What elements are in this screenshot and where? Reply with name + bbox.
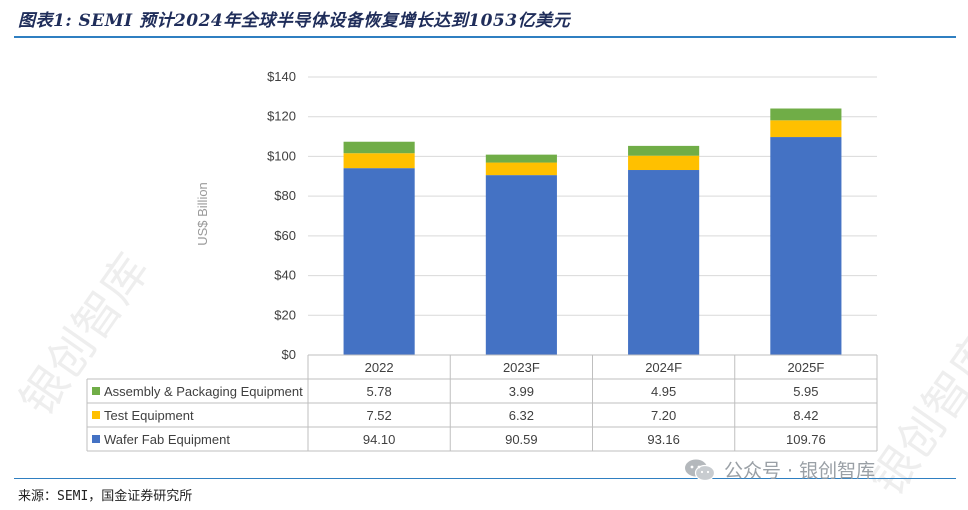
y-tick-label: $0: [282, 347, 296, 362]
bar-segment-wafer-fab-equipment-2024f: [628, 170, 700, 355]
data-label: 6.32: [509, 408, 534, 423]
x-tick-label: 2024F: [645, 360, 682, 375]
y-axis-label: US$ Billion: [195, 182, 210, 246]
bar-segment-wafer-fab-equipment-2025f: [770, 137, 842, 355]
legend-label: Assembly & Packaging Equipment: [104, 384, 303, 399]
data-label: 3.99: [509, 384, 534, 399]
data-label: 5.95: [793, 384, 818, 399]
y-tick-label: $140: [267, 69, 296, 84]
x-tick-label: 2025F: [787, 360, 824, 375]
bar-segment-test-equipment-2022: [343, 153, 415, 169]
bars: [343, 108, 842, 355]
legend-swatch-wafer-fab-equipment: [92, 435, 100, 443]
y-tick-label: $20: [274, 307, 296, 322]
bar-segment-assembly-packaging-equipment-2024f: [628, 145, 700, 156]
source-note: 来源：SEMI，国金证券研究所: [18, 489, 193, 504]
y-tick-label: $40: [274, 268, 296, 283]
legend-label: Wafer Fab Equipment: [104, 432, 230, 447]
data-label: 93.16: [647, 432, 680, 447]
data-label: 4.95: [651, 384, 676, 399]
wechat-icon: [685, 459, 716, 481]
y-tick-label: $80: [274, 188, 296, 203]
y-tick-label: $120: [267, 109, 296, 124]
data-table: 2022 2023F 2024F 2025F Assembly & Packaging …: [86, 354, 878, 452]
bar-segment-test-equipment-2023f: [485, 162, 557, 176]
legend-label: Test Equipment: [104, 408, 194, 423]
legend-swatch-assembly-packaging-equipment: [92, 387, 100, 395]
title-rule: [14, 36, 956, 38]
data-label: 5.78: [366, 384, 391, 399]
stacked-bar-chart: $0 $20 $40 $60 $80 $100 $120 $140 US$ Billion 20…: [86, 69, 878, 452]
footer-rule: [14, 478, 956, 479]
x-tick-label: 2022: [365, 360, 394, 375]
bar-segment-wafer-fab-equipment-2023f: [485, 175, 557, 355]
bar-segment-assembly-packaging-equipment-2025f: [770, 108, 842, 121]
bar-segment-wafer-fab-equipment-2022: [343, 168, 415, 355]
data-label: 8.42: [793, 408, 818, 423]
data-label: 7.52: [366, 408, 391, 423]
bar-segment-assembly-packaging-equipment-2023f: [485, 154, 557, 163]
y-tick-label: $60: [274, 228, 296, 243]
bar-segment-test-equipment-2024f: [628, 155, 700, 171]
bar-segment-test-equipment-2025f: [770, 120, 842, 138]
y-tick-label: $100: [267, 148, 296, 163]
data-label: 90.59: [505, 432, 538, 447]
data-label: 94.10: [363, 432, 396, 447]
x-tick-label: 2023F: [503, 360, 540, 375]
bar-segment-assembly-packaging-equipment-2022: [343, 141, 415, 154]
data-label: 7.20: [651, 408, 676, 423]
wechat-account-badge: 公众号 · 银创智库: [684, 456, 875, 483]
legend-swatch-test-equipment: [92, 411, 100, 419]
data-label: 109.76: [786, 432, 826, 447]
wechat-label: 公众号 · 银创智库: [724, 460, 876, 482]
y-axis: $0 $20 $40 $60 $80 $100 $120 $140 US$ Billion: [195, 69, 296, 362]
figure-title: 图表1: SEMI 预计2024年全球半导体设备恢复增长达到1053亿美元: [18, 11, 571, 31]
